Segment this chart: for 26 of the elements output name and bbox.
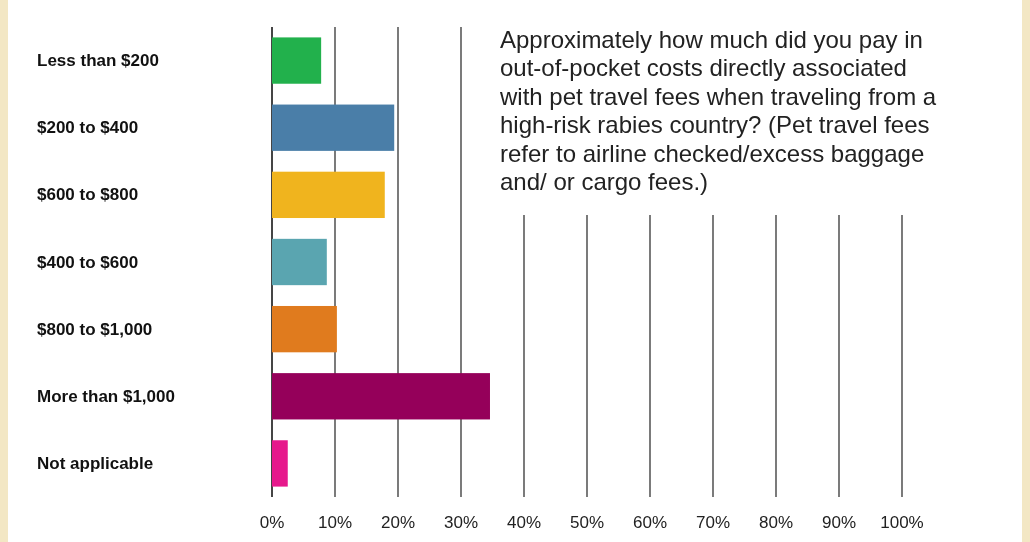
text: Approximately how much did you pay in out-of-pocket costs directly associated with pet travel fees when traveling from a high-risk rabies country? (Pet travel fees refer to airline checked/excess baggage and/ or cargo fees.) <box>499 25 937 196</box>
bar <box>272 305 337 353</box>
x-tick-label: 100% <box>880 512 924 532</box>
x-tick-label: 0% <box>259 512 285 532</box>
y-tick-label: Less than $200 <box>37 51 159 71</box>
x-tick-label: 40% <box>506 512 542 532</box>
bar <box>272 104 395 151</box>
y-tick-label: $200 to $400 <box>37 118 139 138</box>
bar <box>272 238 327 286</box>
bar <box>272 171 385 219</box>
bar <box>272 440 288 487</box>
y-tick-label: $400 to $600 <box>37 252 139 272</box>
y-tick-label: Not applicable <box>37 453 154 473</box>
bar <box>272 373 490 420</box>
x-tick-label: 70% <box>695 512 731 532</box>
y-tick-label: More than $1,000 <box>37 386 175 406</box>
x-tick-label: 50% <box>569 512 605 532</box>
x-tick-label: 20% <box>380 512 416 532</box>
y-tick-label: $600 to $800 <box>37 185 139 205</box>
x-tick-label: 90% <box>821 512 857 532</box>
x-tick-label: 10% <box>317 512 353 532</box>
x-tick-label: 60% <box>632 512 668 532</box>
y-tick-label: $800 to $1,000 <box>37 319 153 339</box>
bar <box>272 37 322 84</box>
x-tick-label: 30% <box>443 512 479 532</box>
x-tick-label: 80% <box>758 512 794 532</box>
